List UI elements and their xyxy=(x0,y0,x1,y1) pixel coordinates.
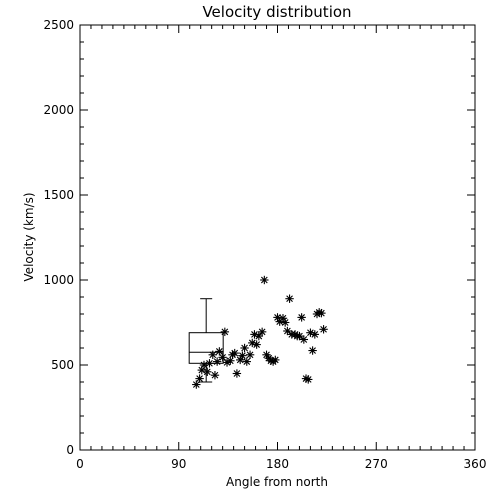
data-point xyxy=(220,327,230,337)
x-tick-label: 270 xyxy=(365,457,388,471)
data-point xyxy=(195,374,204,383)
data-point xyxy=(297,313,306,322)
x-tick-label: 0 xyxy=(76,457,84,471)
y-tick-label: 0 xyxy=(66,443,74,457)
data-point xyxy=(299,335,309,344)
data-point xyxy=(252,340,261,349)
x-tick-label: 360 xyxy=(464,457,487,471)
chart-title: Velocity distribution xyxy=(202,3,351,21)
box-iqr xyxy=(188,332,224,364)
y-tick-labels: 0 500 1000 1500 2000 2500 xyxy=(43,18,74,457)
y-tick-label: 1000 xyxy=(43,273,74,287)
data-point xyxy=(319,325,328,334)
data-point xyxy=(308,346,317,355)
x-tick-labels: 0 90 180 270 360 xyxy=(76,457,486,471)
data-point xyxy=(238,351,247,360)
data-point xyxy=(208,350,217,359)
data-point xyxy=(245,350,255,359)
data-point xyxy=(210,371,220,380)
data-point xyxy=(192,380,201,389)
x-tick-label: 180 xyxy=(266,457,289,471)
data-point xyxy=(285,294,294,303)
data-point xyxy=(230,348,239,358)
data-point xyxy=(257,327,267,337)
data-point xyxy=(260,275,269,285)
data-point xyxy=(212,357,222,366)
data-point xyxy=(232,369,242,378)
axis-ticks xyxy=(79,24,476,451)
data-point xyxy=(242,357,251,366)
data-point xyxy=(280,318,290,327)
y-tick-label: 2000 xyxy=(43,103,74,117)
data-point xyxy=(304,375,313,384)
y-tick-label: 1500 xyxy=(43,188,74,202)
x-tick-label: 90 xyxy=(171,457,186,471)
data-point xyxy=(226,356,235,365)
data-point xyxy=(240,343,249,353)
plot-frame xyxy=(79,24,476,451)
y-tick-label: 500 xyxy=(51,358,74,372)
data-point xyxy=(310,330,320,339)
data-point xyxy=(203,367,212,376)
data-point xyxy=(295,331,304,341)
data-point xyxy=(215,347,224,356)
data-point xyxy=(205,359,214,368)
data-point xyxy=(271,355,280,365)
box-summary xyxy=(188,298,224,383)
data-point xyxy=(254,331,264,341)
data-point xyxy=(317,308,326,318)
y-axis-label: Velocity (km/s) xyxy=(22,192,36,281)
data-points xyxy=(192,275,328,389)
y-tick-label: 2500 xyxy=(43,18,74,32)
x-axis-label: Angle from north xyxy=(226,475,328,489)
data-point xyxy=(283,326,292,336)
